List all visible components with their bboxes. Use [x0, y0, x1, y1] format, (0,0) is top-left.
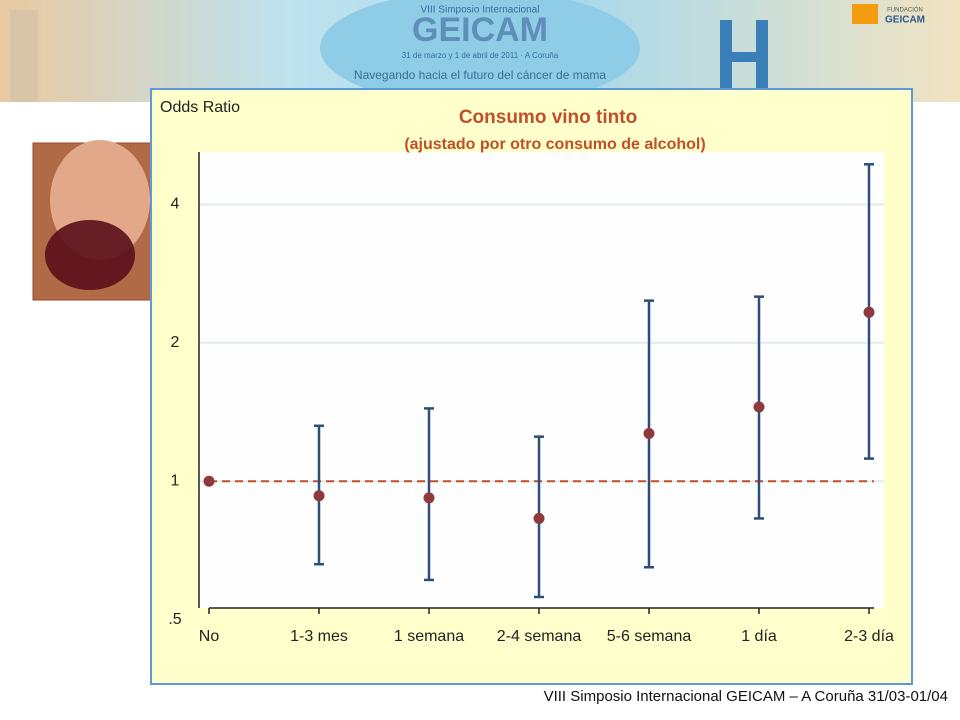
y-tick-label: 1: [171, 472, 180, 489]
x-tick-label: 5-6 semana: [607, 628, 692, 645]
footer: VIII Simposio Internacional GEICAM – A C…: [544, 688, 948, 705]
foundation-top: FUNDACIÓN: [887, 7, 923, 14]
point: [203, 475, 215, 487]
plot-area: [199, 152, 884, 608]
h-bar: [720, 52, 768, 62]
wine-glass: [45, 220, 135, 290]
chart: .5 1 2 4 No 1-3 mes 1 semana 2-4 semana 5-6 sema…: [168, 152, 894, 645]
x-tick-label: No: [199, 628, 220, 645]
tower: [10, 10, 38, 102]
point: [423, 492, 435, 504]
point: [643, 427, 655, 439]
brand: GEICAM: [412, 11, 548, 49]
banner-wave: [320, 0, 640, 106]
point: [313, 490, 325, 502]
x-tick-label: 2-3 día: [844, 628, 894, 645]
x-tick-label: 1 día: [741, 628, 777, 645]
y-tick-label: .5: [168, 611, 181, 628]
point: [753, 401, 765, 413]
x-tick-label: 1-3 mes: [290, 628, 348, 645]
banner: VIII Simposio Internacional GEICAM 31 de…: [0, 0, 960, 106]
chart-subtitle: (ajustado por otro consumo de alcohol): [404, 136, 705, 153]
y-axis-label: Odds Ratio: [160, 99, 240, 116]
motto: Navegando hacia el futuro del cáncer de …: [354, 68, 606, 82]
y-tick-label: 4: [171, 196, 180, 213]
event-name: VIII Simposio Internacional: [421, 5, 540, 16]
chart-title: Consumo vino tinto: [459, 107, 637, 128]
foundation: GEICAM: [885, 15, 925, 26]
x-tick-label: 2-4 semana: [497, 628, 582, 645]
point: [533, 512, 545, 524]
x-tick-label: 1 semana: [394, 628, 464, 645]
point: [863, 306, 875, 318]
event-dates: 31 de marzo y 1 de abril de 2011 · A Cor…: [402, 51, 559, 60]
photo: [32, 140, 156, 301]
y-tick-label: 2: [171, 334, 180, 351]
logo-mark: [852, 4, 878, 24]
